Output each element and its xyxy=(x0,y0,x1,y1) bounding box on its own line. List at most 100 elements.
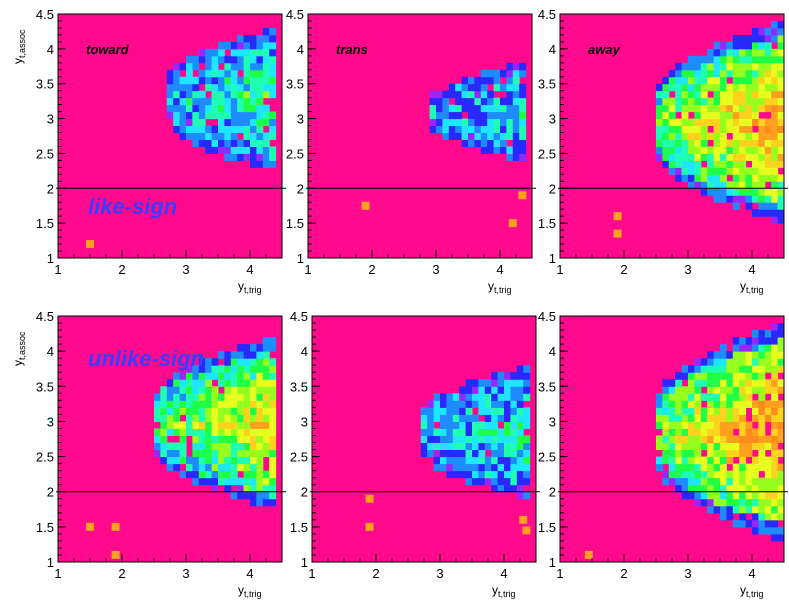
heatmap-cell xyxy=(752,167,759,175)
heatmap-cell xyxy=(427,400,435,408)
heatmap-cell xyxy=(433,407,441,415)
heatmap-cell xyxy=(713,41,721,50)
heatmap-cell xyxy=(713,428,721,436)
heatmap-cell xyxy=(771,76,779,85)
heatmap-cell xyxy=(440,442,447,451)
heatmap-cell xyxy=(707,146,715,154)
heatmap-cell xyxy=(707,111,715,120)
heatmap-cell xyxy=(675,428,683,436)
heatmap-cell xyxy=(720,386,727,394)
heatmap-cell xyxy=(205,435,213,444)
y-tick-label: 2.5 xyxy=(36,146,54,161)
heatmap-cell xyxy=(758,428,766,436)
heatmap-cell xyxy=(752,386,759,394)
heatmap-cell xyxy=(243,463,251,472)
heatmap-cell xyxy=(656,456,663,465)
heatmap-cell xyxy=(205,76,213,85)
heatmap-cell xyxy=(656,125,663,134)
heatmap-cell xyxy=(758,526,766,535)
heatmap-cell xyxy=(484,393,492,401)
heatmap-cell xyxy=(668,125,676,134)
heatmap-cell xyxy=(688,118,695,127)
heatmap-cell xyxy=(192,442,200,451)
heatmap-cell xyxy=(519,139,527,147)
heatmap-cell xyxy=(771,407,779,415)
heatmap-cell xyxy=(700,111,708,120)
heatmap-cell xyxy=(656,111,663,120)
heatmap-cell xyxy=(700,146,708,154)
heatmap-cell xyxy=(173,97,181,106)
heatmap-cell xyxy=(707,62,715,71)
heatmap-cell xyxy=(771,90,779,99)
heatmap-cell xyxy=(269,393,277,401)
heatmap-cell xyxy=(262,470,270,479)
heatmap-cell xyxy=(700,491,708,500)
heatmap-cell xyxy=(726,421,734,429)
heatmap-cell xyxy=(230,421,238,429)
heatmap-cell xyxy=(675,393,683,401)
heatmap-cell xyxy=(243,83,251,92)
heatmap-cell xyxy=(688,62,695,71)
heatmap-cell xyxy=(771,111,779,120)
heatmap-cell xyxy=(764,202,772,210)
heatmap-cell xyxy=(758,174,766,182)
heatmap-cell xyxy=(739,379,747,387)
heatmap-cell xyxy=(726,372,734,380)
heatmap-cell xyxy=(224,470,232,479)
heatmap-cell xyxy=(771,428,779,436)
y-tick-label: 2.5 xyxy=(538,146,556,161)
heatmap-cell xyxy=(745,477,753,486)
heatmap-cell xyxy=(179,111,187,120)
heatmap-cell xyxy=(192,421,200,429)
heatmap-cell xyxy=(752,365,759,373)
heatmap-cell xyxy=(764,160,772,168)
heatmap-cell xyxy=(713,167,721,175)
heatmap-cell xyxy=(707,365,715,373)
heatmap-cell xyxy=(713,456,721,465)
heatmap-cell xyxy=(777,83,785,92)
heatmap-cell xyxy=(478,477,486,486)
heatmap-cell xyxy=(707,167,715,175)
heatmap-cell xyxy=(198,118,206,127)
heatmap-cell xyxy=(427,414,435,422)
heatmap-cell xyxy=(504,428,511,436)
heatmap-cell xyxy=(484,470,492,479)
heatmap-cell xyxy=(192,386,200,394)
y-tick-label: 3 xyxy=(47,414,54,429)
heatmap-cell xyxy=(198,386,206,394)
heatmap-cell xyxy=(732,344,740,352)
heatmap-cell xyxy=(739,111,747,120)
heatmap-cell xyxy=(777,132,785,140)
heatmap-cell xyxy=(211,372,219,380)
heatmap-cell xyxy=(510,470,518,479)
heatmap-cell xyxy=(230,55,238,64)
heatmap-cell xyxy=(713,55,721,64)
heatmap-cell xyxy=(436,90,443,99)
heatmap-cell xyxy=(250,379,257,387)
heatmap-cell xyxy=(218,104,225,113)
heatmap-cell xyxy=(720,41,727,50)
heatmap-cell xyxy=(739,505,747,514)
heatmap-cell xyxy=(186,393,193,401)
heatmap-cell xyxy=(198,449,206,458)
heatmap-cell xyxy=(732,358,740,366)
heatmap-cell xyxy=(745,393,753,401)
heatmap-cell xyxy=(771,125,779,134)
heatmap-cell xyxy=(478,386,486,394)
heatmap-cell xyxy=(726,470,734,479)
heatmap-cell xyxy=(237,456,245,465)
heatmap-cell xyxy=(771,188,779,196)
heatmap-cell xyxy=(745,188,753,196)
heatmap-cell xyxy=(506,125,514,134)
heatmap-cell xyxy=(166,111,174,120)
heatmap-cell xyxy=(675,167,683,175)
heatmap-cell xyxy=(739,195,747,203)
heatmap-cell xyxy=(739,69,747,78)
heatmap-cell xyxy=(771,216,779,224)
heatmap-cell xyxy=(732,372,740,380)
heatmap-cell xyxy=(478,435,486,444)
heatmap-cell xyxy=(198,393,206,401)
heatmap-cell xyxy=(262,83,270,92)
heatmap-cell xyxy=(694,83,702,92)
heatmap-cell xyxy=(656,400,663,408)
